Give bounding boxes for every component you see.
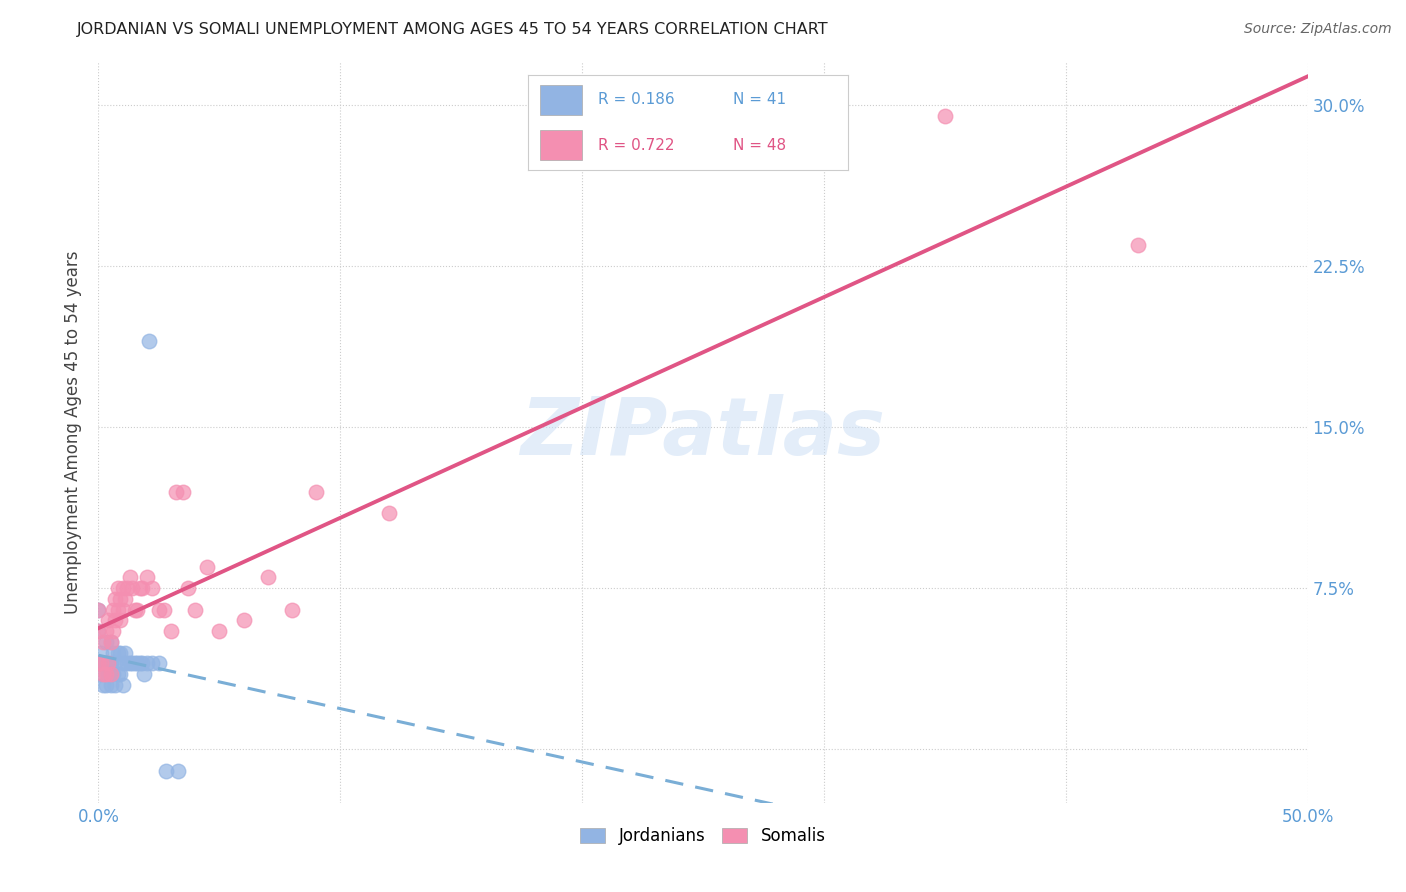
Point [138, 334, 160, 349]
Text: JORDANIAN VS SOMALI UNEMPLOYMENT AMONG AGES 45 TO 54 YEARS CORRELATION CHART: JORDANIAN VS SOMALI UNEMPLOYMENT AMONG A… [77, 22, 830, 37]
Point [124, 602, 146, 616]
Point [117, 581, 139, 595]
Point [94, 678, 117, 692]
Point [184, 602, 207, 616]
Point [107, 646, 129, 660]
Point [101, 667, 124, 681]
Point [101, 602, 124, 616]
Point [114, 646, 136, 660]
Point [934, 109, 956, 123]
Point [90, 646, 112, 660]
Point [108, 614, 131, 628]
Point [87, 602, 110, 616]
Point [134, 667, 156, 681]
Point [90, 667, 112, 681]
Point [97, 667, 120, 681]
Point [94, 667, 117, 681]
Point [108, 667, 131, 681]
Point [107, 581, 129, 595]
Y-axis label: Unemployment Among Ages 45 to 54 years: Unemployment Among Ages 45 to 54 years [65, 251, 83, 615]
Point [195, 559, 218, 574]
Point [91, 635, 114, 649]
Point [100, 667, 122, 681]
Point [135, 570, 157, 584]
Point [305, 484, 328, 499]
Point [107, 667, 129, 681]
Point [167, 764, 190, 778]
Point [108, 646, 131, 660]
Text: ZIPatlas: ZIPatlas [520, 393, 886, 472]
Point [100, 635, 122, 649]
Point [97, 657, 120, 671]
Point [111, 678, 134, 692]
Point [91, 678, 114, 692]
Point [148, 657, 170, 671]
Point [97, 614, 120, 628]
Point [104, 678, 127, 692]
Point [107, 602, 129, 616]
Point [87, 657, 110, 671]
Point [121, 657, 143, 671]
Point [131, 581, 153, 595]
Point [127, 602, 149, 616]
Point [114, 591, 136, 606]
Point [111, 657, 134, 671]
Point [104, 591, 127, 606]
Point [172, 484, 194, 499]
Point [131, 657, 153, 671]
Point [160, 624, 183, 639]
Text: Source: ZipAtlas.com: Source: ZipAtlas.com [1244, 22, 1392, 37]
Point [135, 657, 157, 671]
Point [100, 678, 122, 692]
Point [281, 602, 304, 616]
Point [177, 581, 200, 595]
Point [100, 635, 122, 649]
Point [94, 657, 117, 671]
Point [91, 667, 114, 681]
Point [118, 657, 141, 671]
Point [128, 581, 150, 595]
Point [108, 591, 131, 606]
Point [111, 602, 134, 616]
Point [377, 506, 399, 520]
Point [121, 581, 143, 595]
Point [91, 657, 114, 671]
Point [104, 657, 127, 671]
Point [124, 657, 146, 671]
Point [152, 602, 174, 616]
Point [87, 657, 110, 671]
Point [111, 581, 134, 595]
Point [94, 635, 117, 649]
Point [141, 581, 163, 595]
Point [155, 764, 177, 778]
Point [232, 614, 254, 628]
Point [256, 570, 278, 584]
Point [1128, 237, 1150, 252]
Legend: Jordanians, Somalis: Jordanians, Somalis [572, 819, 834, 854]
Point [128, 657, 150, 671]
Point [87, 624, 110, 639]
Point [87, 602, 110, 616]
Point [141, 657, 163, 671]
Point [165, 484, 187, 499]
Point [208, 624, 231, 639]
Point [87, 624, 110, 639]
Point [101, 646, 124, 660]
Point [97, 657, 120, 671]
Point [148, 602, 170, 616]
Point [87, 657, 110, 671]
Point [127, 657, 149, 671]
Point [90, 657, 112, 671]
Point [94, 624, 117, 639]
Point [118, 570, 141, 584]
Point [101, 624, 124, 639]
Point [104, 614, 127, 628]
Point [117, 657, 139, 671]
Point [100, 657, 122, 671]
